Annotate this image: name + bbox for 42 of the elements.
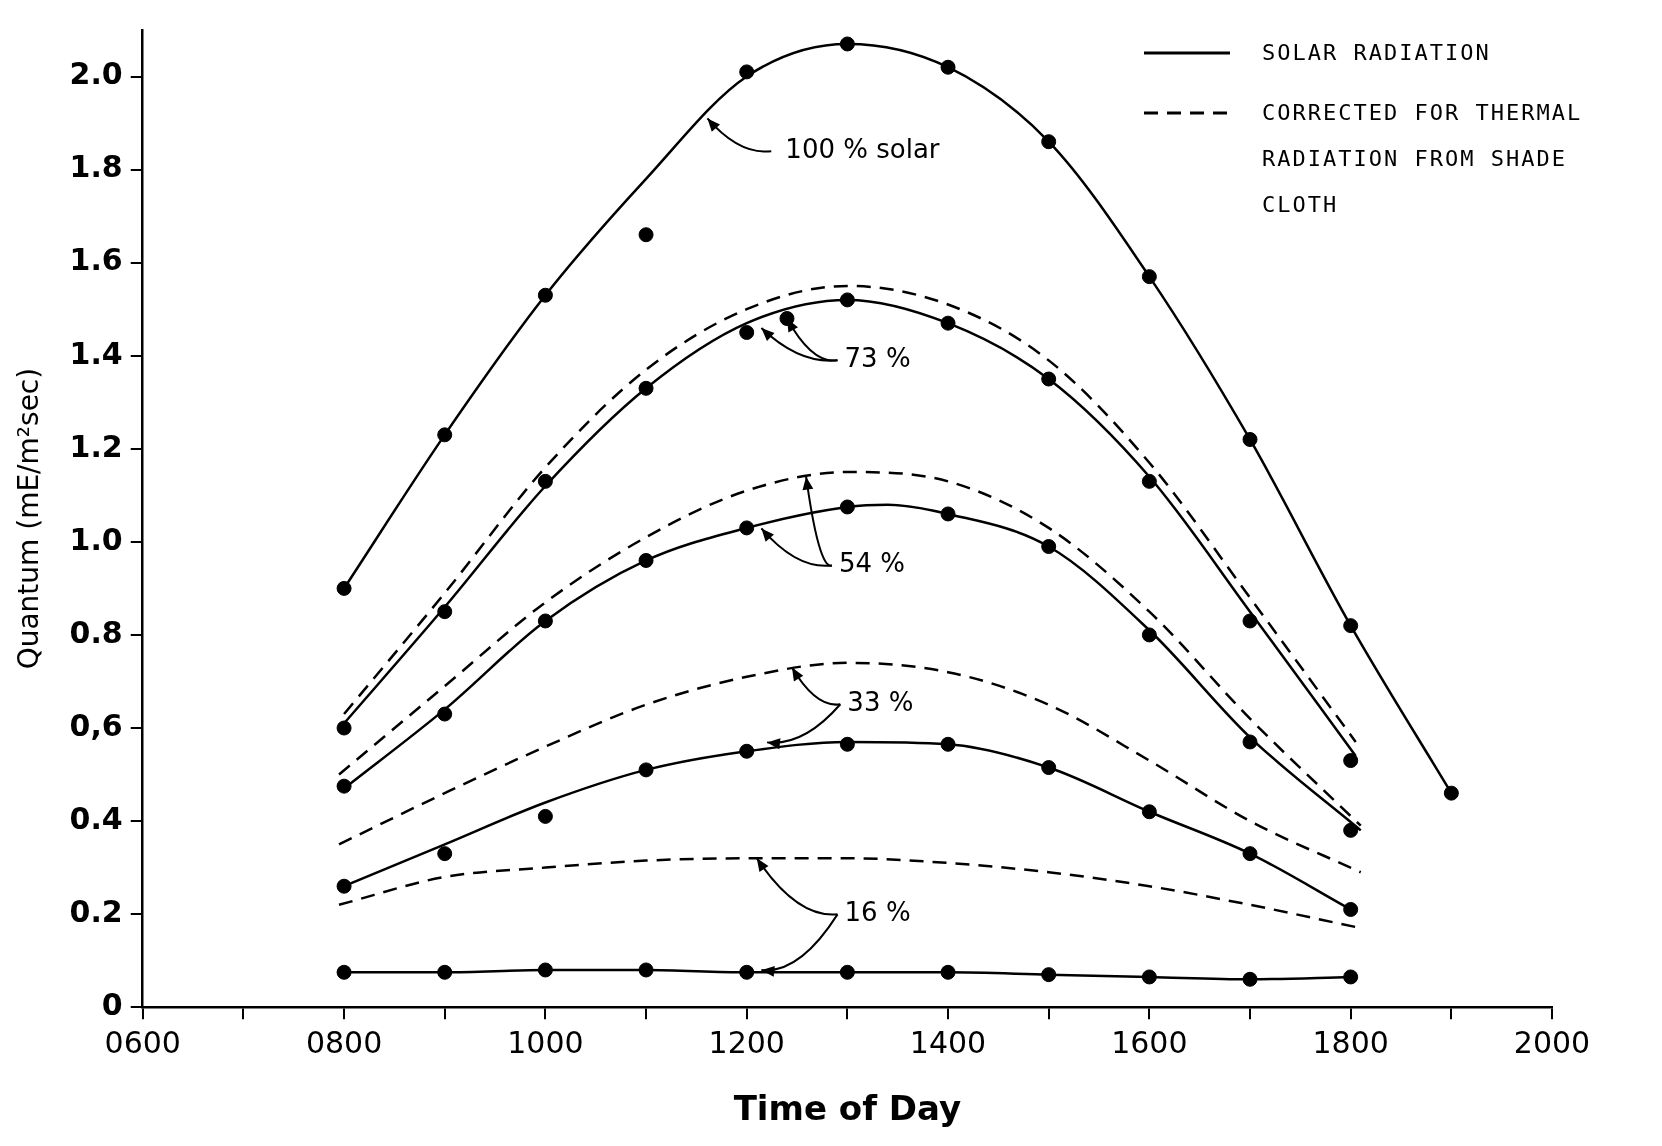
y-axis-title: Quantum (mE/m²sec) xyxy=(12,367,46,670)
y-tick-label: 0.8 xyxy=(69,614,123,650)
legend-label: CORRECTED FOR THERMAL RADIATION FROM SHADE CLOTH xyxy=(1262,99,1584,219)
point xyxy=(336,720,352,736)
x-tick-label: 0600 xyxy=(104,1025,181,1060)
y-tick-label: 1.8 xyxy=(69,149,123,185)
point xyxy=(1343,822,1359,838)
point xyxy=(336,878,352,894)
annotation: 73 % xyxy=(844,343,911,374)
x-tick-label: 1800 xyxy=(1312,1025,1389,1060)
point xyxy=(336,778,352,794)
point xyxy=(1343,969,1359,985)
y-tick-label: 1.6 xyxy=(69,242,123,278)
y-tick-label: 0.2 xyxy=(69,893,123,929)
y-tick-label: 0,6 xyxy=(69,707,123,743)
point xyxy=(336,580,352,596)
x-tick-label: 1400 xyxy=(909,1025,987,1060)
point xyxy=(1443,785,1459,801)
point xyxy=(638,227,654,243)
x-tick-label: 0800 xyxy=(305,1025,383,1060)
point xyxy=(1343,753,1359,769)
y-tick-label: 1.2 xyxy=(69,428,123,464)
annotation: 54 % xyxy=(838,548,905,579)
y-tick-label: 2.0 xyxy=(69,56,123,92)
x-tick-label: 1600 xyxy=(1111,1025,1188,1060)
annotation: 16 % xyxy=(844,897,911,928)
y-tick-label: 1.4 xyxy=(69,335,123,371)
line-series xyxy=(337,661,1362,874)
annotation: 100 % solar xyxy=(785,133,940,164)
annotation: 33 % xyxy=(847,687,914,718)
x-tick-label: 1200 xyxy=(708,1025,785,1060)
point xyxy=(739,324,755,340)
legend-label: SOLAR RADIATION xyxy=(1262,39,1492,67)
x-tick-label: 2000 xyxy=(1513,1025,1591,1060)
y-tick-label: 1.0 xyxy=(69,521,123,557)
x-axis-title: Time of Day xyxy=(733,1088,962,1129)
y-tick-label: 0.4 xyxy=(69,800,123,836)
x-tick-label: 1000 xyxy=(507,1025,584,1060)
point xyxy=(1343,901,1359,917)
point xyxy=(437,846,453,862)
y-tick-label: 0 xyxy=(101,987,123,1022)
point xyxy=(537,808,553,824)
